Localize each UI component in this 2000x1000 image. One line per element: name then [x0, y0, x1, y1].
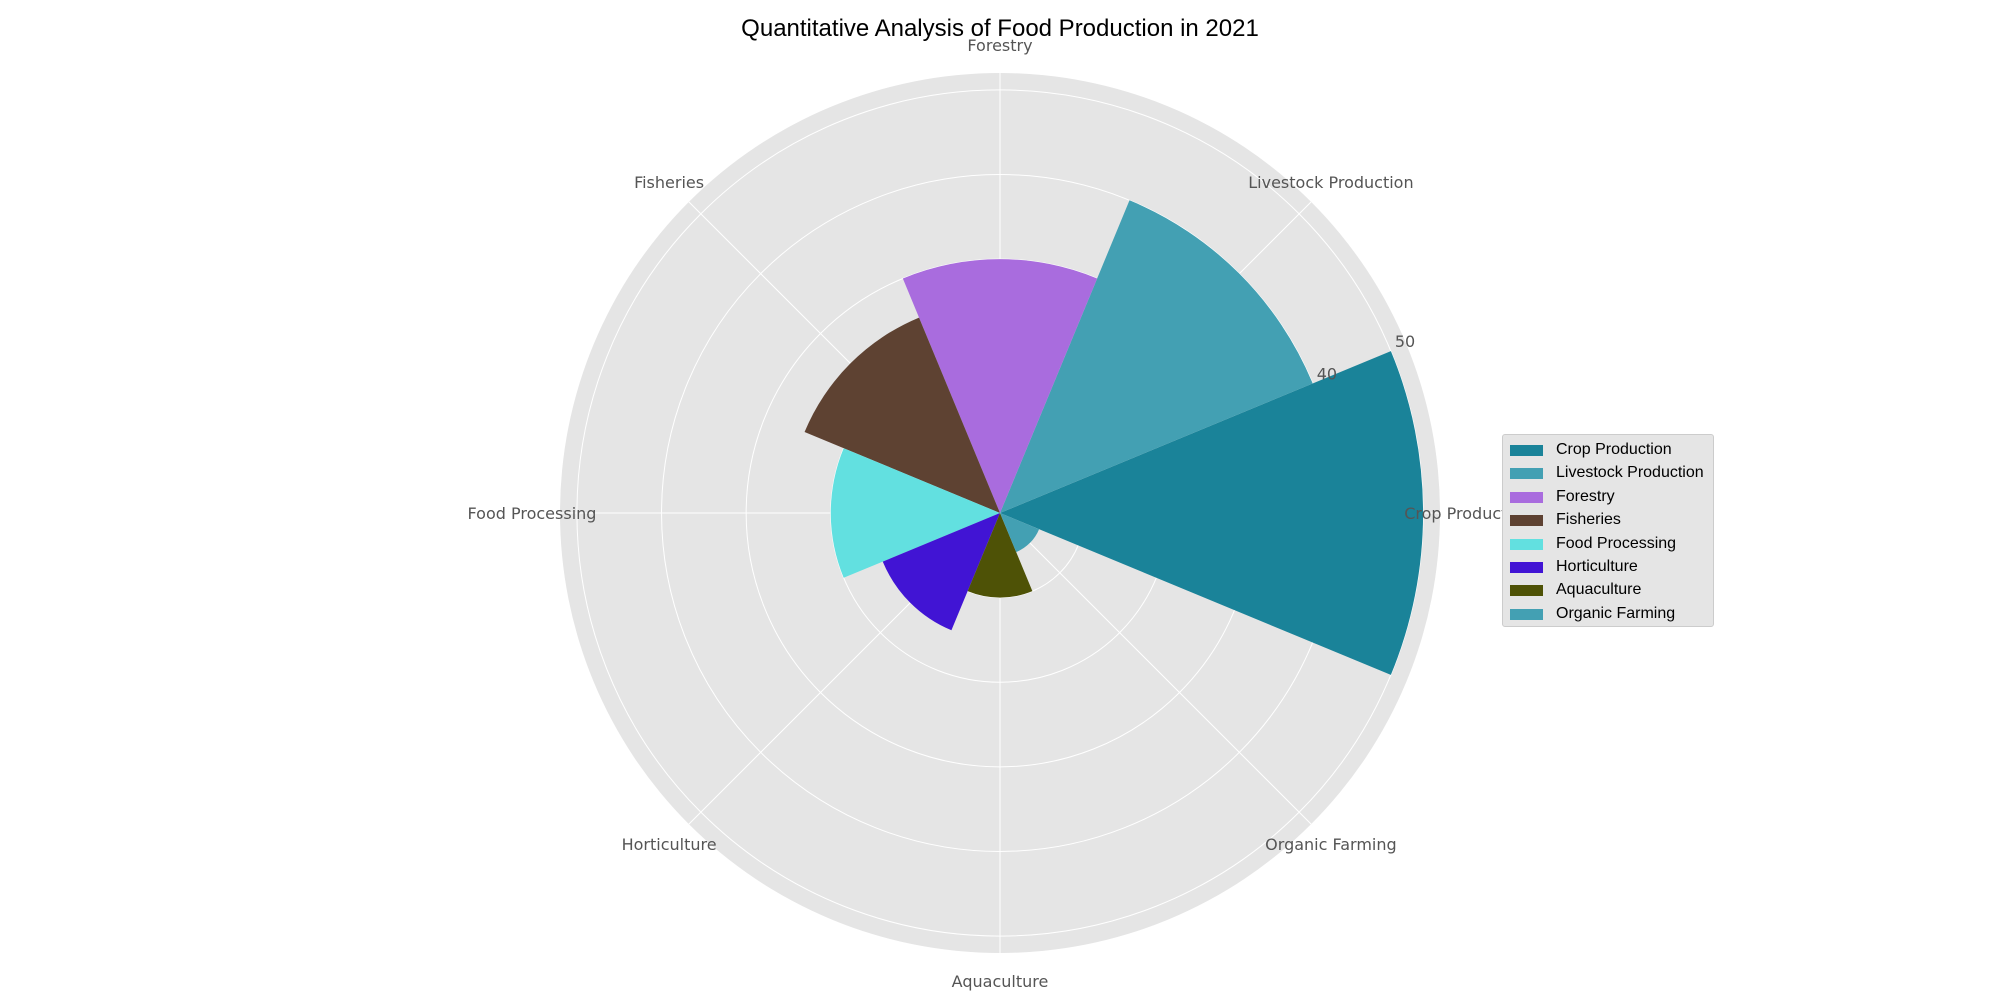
category-label: Food Processing	[468, 504, 597, 523]
category-label: Crop Production	[1404, 504, 1532, 523]
legend-swatch	[1510, 515, 1543, 527]
legend-item: Fisheries	[1503, 509, 1713, 532]
legend-swatch	[1510, 491, 1543, 503]
category-label: Organic Farming	[1265, 835, 1396, 854]
legend-label: Fisheries	[1556, 511, 1621, 529]
legend-label: Aquaculture	[1556, 581, 1642, 599]
bar-aquaculture	[967, 513, 1033, 598]
legend-swatch	[1510, 538, 1543, 550]
radial-tick-label: 50	[1395, 332, 1415, 351]
legend-swatch	[1510, 585, 1543, 597]
legend-label: Livestock Production	[1556, 464, 1704, 482]
category-label: Horticulture	[622, 835, 717, 854]
legend-label: Organic Farming	[1556, 604, 1676, 622]
legend-item: Food Processing	[1503, 533, 1713, 556]
bar-forestry	[902, 259, 1098, 513]
radial-tick-label: 40	[1317, 364, 1337, 383]
bar-horticulture	[882, 513, 1000, 631]
legend-swatch	[1510, 468, 1543, 480]
spoke-gridline	[999, 512, 1312, 825]
legend-item: Organic Farming	[1503, 603, 1713, 626]
legend-item: Forestry	[1503, 486, 1713, 509]
legend-swatch	[1510, 561, 1543, 573]
legend-item: Crop Production	[1503, 439, 1713, 462]
legend-label: Crop Production	[1556, 441, 1672, 458]
legend: Crop Production Livestock Production Fores…	[1502, 434, 1714, 627]
legend-swatch	[1510, 445, 1543, 456]
bar-organic-farming	[1000, 513, 1040, 553]
category-labels: Crop Production Livestock Production Fores…	[468, 36, 1532, 991]
legend-swatch	[1510, 608, 1543, 620]
legend-item: Horticulture	[1503, 556, 1713, 579]
legend-label: Horticulture	[1556, 557, 1638, 575]
legend-item: Livestock Production	[1503, 462, 1713, 485]
category-label: Livestock Production	[1248, 173, 1413, 192]
chart-title: Quantitative Analysis of Food Production…	[741, 15, 1259, 42]
legend-label: Forestry	[1556, 487, 1615, 505]
bar-food-processing	[830, 448, 1000, 578]
category-label: Fisheries	[634, 173, 704, 192]
legend-item: Aquaculture	[1503, 579, 1713, 602]
category-label: Forestry	[967, 36, 1032, 55]
bar-livestock-production	[1000, 200, 1313, 513]
bars	[804, 200, 1424, 675]
legend-label: Food Processing	[1556, 534, 1677, 552]
bar-crop-production	[1000, 351, 1424, 675]
category-label: Aquaculture	[952, 972, 1049, 991]
bar-fisheries	[804, 317, 1000, 513]
radial-tick-labels: 40 50	[1317, 332, 1416, 383]
